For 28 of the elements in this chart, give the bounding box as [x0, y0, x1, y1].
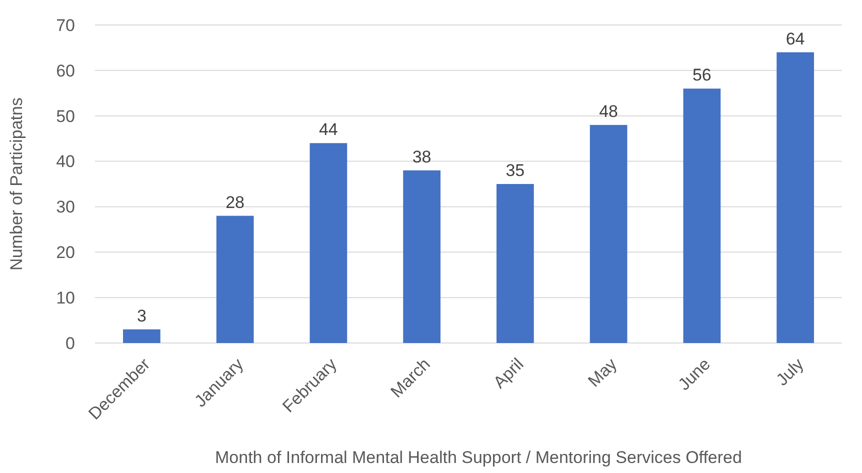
data-label: 44	[318, 120, 338, 140]
x-tick-label: May	[584, 354, 621, 391]
bar	[590, 124, 628, 343]
bar	[216, 216, 254, 343]
bar	[496, 184, 534, 343]
x-axis-title: Month of Informal Mental Health Support / Mentoring Services Offered	[215, 448, 742, 467]
bar	[123, 329, 160, 343]
data-label: 35	[506, 161, 525, 180]
data-label: 64	[786, 29, 805, 48]
data-label: 48	[599, 102, 618, 121]
y-tick-label: 20	[56, 243, 75, 262]
x-tick-label: July	[772, 354, 808, 390]
bar	[310, 143, 348, 343]
data-label: 3	[136, 306, 146, 326]
y-tick-label: 40	[56, 152, 75, 172]
y-tick-label: 60	[56, 61, 75, 80]
y-tick-label: 50	[56, 106, 75, 126]
bar	[776, 52, 814, 343]
y-tick-label: 10	[56, 288, 75, 308]
data-label: 38	[412, 147, 432, 166]
y-axis-title: Number of Participatns	[7, 98, 26, 270]
data-label: 56	[692, 66, 712, 85]
bar	[683, 88, 721, 343]
y-tick-label: 0	[66, 334, 75, 353]
data-label: 28	[226, 192, 245, 212]
y-tick-label: 30	[56, 198, 75, 217]
bar	[403, 170, 440, 343]
y-tick-label: 70	[56, 16, 75, 35]
